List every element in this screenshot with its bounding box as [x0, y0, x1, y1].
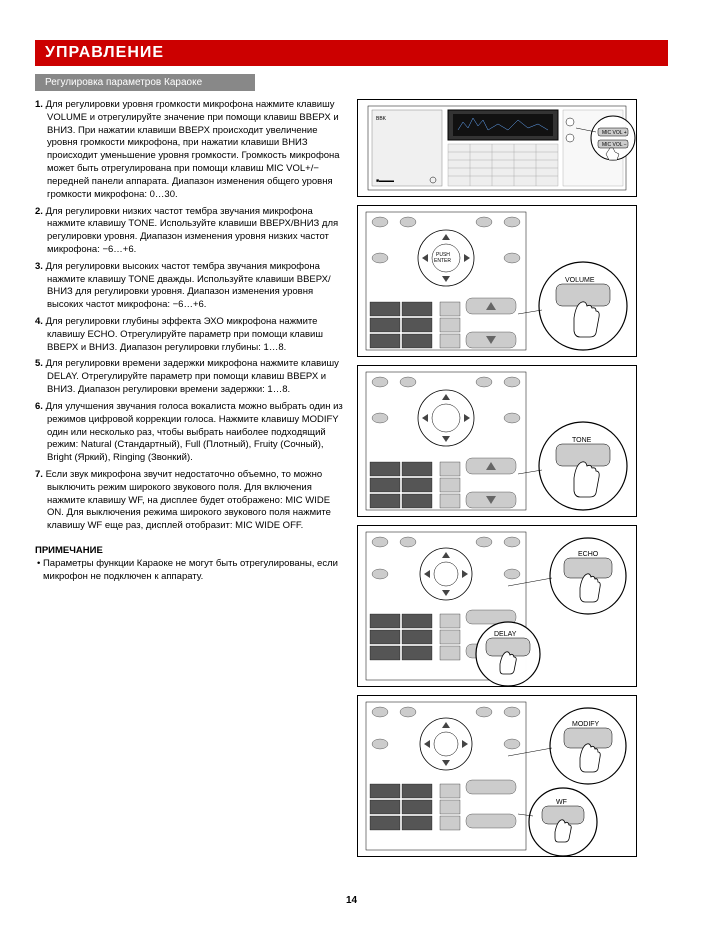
instruction-item: 3. Для регулировки высоких частот тембра… — [35, 261, 345, 312]
diagram-remote-modify-wf: MODIFY WF — [357, 695, 637, 857]
diagram-device-micvol: BBK ■▬▬▬ — [357, 99, 637, 197]
note-heading: ПРИМЕЧАНИЕ — [35, 545, 345, 558]
svg-text:ENTER: ENTER — [434, 258, 451, 264]
diagram-remote-volume: PUSH ENTER — [357, 205, 637, 357]
instruction-text: Для регулировки времени задержки микрофо… — [46, 358, 339, 395]
content-columns: 1. Для регулировки уровня громкости микр… — [35, 99, 668, 865]
brand-label: BBK — [376, 116, 387, 122]
section-subtitle: Регулировка параметров Караоке — [35, 74, 255, 91]
page-container: УПРАВЛЕНИЕ Регулировка параметров Караок… — [0, 0, 703, 926]
micvol-plus-label: MIC VOL + — [602, 130, 627, 136]
note-body: • Параметры функции Караоке не могут быт… — [35, 558, 345, 584]
instructions-column: 1. Для регулировки уровня громкости микр… — [35, 99, 345, 865]
wf-label: WF — [556, 799, 567, 806]
instruction-text: Для улучшения звучания голоса вокалиста … — [46, 401, 343, 463]
echo-label: ECHO — [578, 551, 599, 558]
modify-label: MODIFY — [572, 721, 600, 728]
svg-text:■▬▬▬: ■▬▬▬ — [376, 178, 394, 184]
instruction-item: 4. Для регулировки глубины эффекта ЭХО м… — [35, 316, 345, 354]
instruction-item: 7. Если звук микрофона звучит недостаточ… — [35, 469, 345, 533]
remote-panel: PUSH ENTER — [366, 212, 526, 350]
instruction-item: 5. Для регулировки времени задержки микр… — [35, 358, 345, 396]
micvol-minus-label: MIC VOL − — [602, 142, 627, 148]
instruction-text: Если звук микрофона звучит недостаточно … — [46, 469, 331, 531]
instruction-item: 1. Для регулировки уровня громкости микр… — [35, 99, 345, 202]
instruction-list: 1. Для регулировки уровня громкости микр… — [35, 99, 345, 533]
tone-label: TONE — [572, 437, 592, 444]
instruction-item: 2. Для регулировки низких частот тембра … — [35, 206, 345, 257]
diagram-remote-tone: TONE — [357, 365, 637, 517]
diagram-remote-echo-delay: ECHO DELAY — [357, 525, 637, 687]
delay-label: DELAY — [494, 631, 517, 638]
instruction-text: Для регулировки глубины эффекта ЭХО микр… — [46, 316, 323, 353]
instruction-text: Для регулировки высоких частот тембра зв… — [46, 261, 331, 310]
diagrams-column: BBK ■▬▬▬ — [357, 99, 637, 865]
page-number: 14 — [35, 895, 668, 906]
volume-label: VOLUME — [565, 277, 595, 284]
section-title: УПРАВЛЕНИЕ — [35, 40, 668, 66]
instruction-item: 6. Для улучшения звучания голоса вокалис… — [35, 401, 345, 465]
instruction-text: Для регулировки низких частот тембра зву… — [46, 206, 339, 255]
instruction-text: Для регулировки уровня громкости микрофо… — [46, 99, 340, 200]
